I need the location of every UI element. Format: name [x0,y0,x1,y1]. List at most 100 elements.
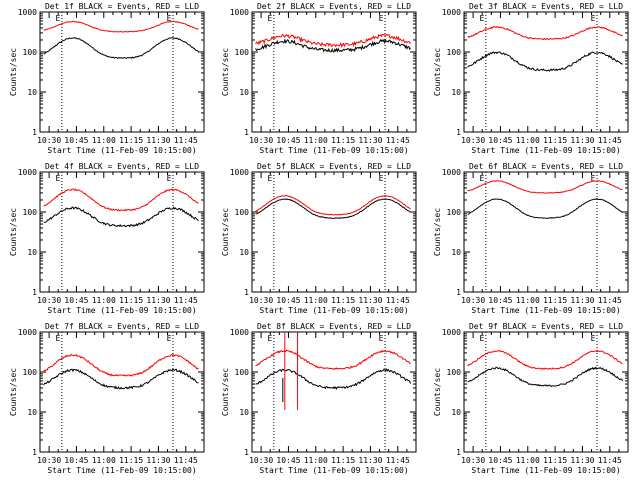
y-tick-label: 1000 [18,168,37,177]
y-tick-label: 1 [456,288,461,297]
x-axis-label: Start Time (11-Feb-09 10:15:00) [471,306,620,315]
x-tick-label: 11:45 [386,296,410,305]
x-tick-label: 10:30 [461,296,485,305]
x-tick-label: 11:30 [146,136,170,145]
series-line-lld [467,350,623,370]
x-axis-label: Start Time (11-Feb-09 10:15:00) [47,466,196,475]
x-axis-label: Start Time (11-Feb-09 10:15:00) [259,466,408,475]
event-marker-label: E [591,174,596,183]
series-line-lld [255,194,411,216]
x-tick-label: 10:30 [37,456,61,465]
x-tick-label: 11:15 [543,136,567,145]
y-tick-label: 10 [451,408,461,417]
y-tick-label: 1000 [442,8,461,17]
event-marker-label: E [55,334,60,343]
event-marker-label: E [379,14,384,23]
x-tick-label: 10:30 [461,136,485,145]
y-tick-label: 1 [456,128,461,137]
event-marker-label: E [267,14,272,23]
y-axis-label: Counts/sec [221,48,230,96]
panel-title: Det 2f BLACK = Events, RED = LLD [257,2,411,11]
event-marker-label: E [55,14,60,23]
x-tick-label: 11:45 [598,296,622,305]
x-tick-label: 11:00 [92,296,116,305]
series-line-lld [467,180,623,194]
x-tick-label: 11:30 [570,456,594,465]
y-tick-label: 1000 [230,328,249,337]
y-tick-label: 1 [244,288,249,297]
x-tick-label: 10:30 [249,456,273,465]
event-marker-label: E [479,174,484,183]
event-marker-label: E [167,334,172,343]
y-tick-label: 1000 [230,8,249,17]
x-tick-label: 11:15 [119,296,143,305]
x-tick-label: 11:15 [119,456,143,465]
x-tick-label: 10:45 [488,136,512,145]
x-tick-label: 11:30 [358,136,382,145]
x-tick-label: 11:45 [386,136,410,145]
event-marker-label: E [55,174,60,183]
y-tick-label: 1 [244,128,249,137]
y-tick-label: 10 [27,88,37,97]
series-line-events [43,368,199,390]
series-line-lld [255,349,411,370]
series-line-lld [43,20,199,33]
x-axis-label: Start Time (11-Feb-09 10:15:00) [47,306,196,315]
event-marker-label: E [591,14,596,23]
series-line-lld [43,188,199,212]
x-axis-label: Start Time (11-Feb-09 10:15:00) [47,146,196,155]
series-line-lld [467,25,623,41]
series-line-events [255,198,411,219]
plot-frame [39,331,205,453]
y-axis-label: Counts/sec [433,48,442,96]
series-line-events [255,38,411,53]
y-tick-label: 1 [32,288,37,297]
series-line-lld [255,33,411,49]
series-line-events [467,366,623,388]
plot-frame [251,171,417,293]
x-tick-label: 10:45 [64,136,88,145]
panel-det-5: Det 5f BLACK = Events, RED = LLD 1 10 100 10… [221,162,417,315]
plot-frame [251,11,417,133]
y-tick-label: 1000 [230,168,249,177]
x-tick-label: 11:45 [386,456,410,465]
panel-title: Det 5f BLACK = Events, RED = LLD [257,162,411,171]
y-tick-label: 10 [27,248,37,257]
event-marker-label: E [379,334,384,343]
x-tick-label: 11:00 [304,456,328,465]
y-axis-label: Counts/sec [9,48,18,96]
panel-title: Det 1f BLACK = Events, RED = LLD [45,2,199,11]
plot-frame [39,11,205,133]
series-line-events [467,51,623,72]
x-tick-label: 11:45 [174,456,198,465]
panel-det-9: Det 9f BLACK = Events, RED = LLD 1 10 100 10… [433,322,629,475]
x-axis-label: Start Time (11-Feb-09 10:15:00) [471,146,620,155]
event-marker-label: E [591,334,596,343]
y-tick-label: 10 [239,408,249,417]
y-axis-label: Counts/sec [9,368,18,416]
x-tick-label: 11:00 [92,136,116,145]
x-tick-label: 11:30 [146,296,170,305]
x-tick-label: 10:30 [249,296,273,305]
x-tick-label: 11:00 [516,456,540,465]
y-axis-label: Counts/sec [433,368,442,416]
y-tick-label: 1 [244,448,249,457]
x-tick-label: 11:30 [358,296,382,305]
panel-det-4: Det 4f BLACK = Events, RED = LLD 1 10 100 10… [9,162,205,315]
x-tick-label: 11:45 [598,456,622,465]
x-tick-label: 11:30 [146,456,170,465]
x-tick-label: 11:30 [358,456,382,465]
x-axis-label: Start Time (11-Feb-09 10:15:00) [471,466,620,475]
x-tick-label: 11:15 [331,296,355,305]
y-tick-label: 100 [23,48,38,57]
x-tick-label: 11:45 [174,296,198,305]
x-tick-label: 11:45 [598,136,622,145]
y-tick-label: 100 [235,48,250,57]
x-tick-label: 11:00 [516,296,540,305]
x-axis-label: Start Time (11-Feb-09 10:15:00) [259,146,408,155]
y-tick-label: 1 [456,448,461,457]
x-tick-label: 11:45 [174,136,198,145]
x-tick-label: 11:00 [304,296,328,305]
y-tick-label: 1000 [442,328,461,337]
